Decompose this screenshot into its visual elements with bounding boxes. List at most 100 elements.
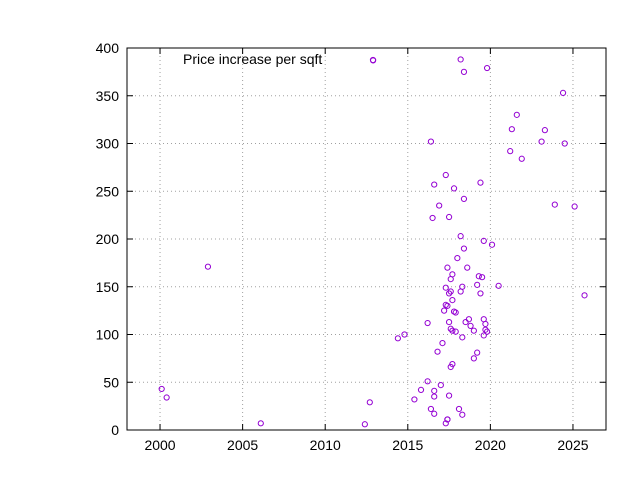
data-point bbox=[450, 185, 458, 192]
data-point bbox=[482, 326, 489, 333]
data-point bbox=[394, 335, 401, 342]
data-point bbox=[411, 396, 418, 403]
data-point bbox=[559, 89, 567, 96]
data-point bbox=[441, 307, 448, 314]
data-point bbox=[477, 179, 484, 186]
x-tick-label: 2010 bbox=[310, 437, 341, 453]
y-tick-label: 200 bbox=[96, 231, 120, 247]
data-point bbox=[424, 319, 431, 327]
data-point bbox=[488, 241, 496, 248]
y-tick-label: 100 bbox=[96, 327, 120, 343]
data-point bbox=[480, 332, 487, 339]
data-point bbox=[452, 309, 459, 316]
data-point bbox=[163, 394, 170, 401]
data-point bbox=[480, 237, 487, 245]
data-point bbox=[445, 318, 453, 326]
data-point bbox=[427, 138, 435, 145]
y-tick-label: 400 bbox=[96, 40, 120, 56]
data-points bbox=[158, 56, 588, 428]
data-point bbox=[571, 203, 578, 210]
data-point bbox=[449, 327, 456, 334]
data-point bbox=[460, 245, 468, 252]
data-point bbox=[459, 283, 466, 290]
data-point bbox=[452, 328, 459, 335]
y-tick-label: 250 bbox=[96, 183, 120, 199]
data-point bbox=[417, 386, 425, 393]
x-tick-label: 2020 bbox=[475, 437, 506, 453]
data-point bbox=[465, 316, 473, 323]
data-point bbox=[470, 327, 477, 334]
legend-label: Price increase per sqft bbox=[183, 51, 322, 67]
data-point bbox=[436, 202, 443, 209]
data-point bbox=[477, 290, 484, 297]
data-point bbox=[507, 148, 514, 155]
data-point bbox=[454, 255, 461, 262]
data-point bbox=[483, 328, 491, 335]
data-point bbox=[470, 355, 477, 362]
data-point bbox=[482, 320, 489, 328]
data-point bbox=[429, 214, 436, 222]
data-point bbox=[439, 339, 446, 347]
data-point bbox=[431, 181, 438, 188]
data-point bbox=[447, 288, 454, 295]
data-point bbox=[460, 68, 468, 75]
data-point bbox=[518, 155, 525, 162]
data-point bbox=[442, 420, 449, 427]
data-point bbox=[158, 385, 165, 393]
x-tick-label: 2025 bbox=[557, 437, 588, 453]
data-point bbox=[442, 284, 449, 291]
data-point bbox=[431, 387, 438, 394]
data-point bbox=[457, 233, 464, 240]
data-point bbox=[444, 416, 451, 423]
data-point bbox=[434, 348, 441, 355]
data-point bbox=[204, 263, 212, 270]
y-tick-label: 350 bbox=[96, 88, 120, 104]
y-tick-label: 150 bbox=[96, 279, 120, 295]
data-point bbox=[447, 325, 454, 332]
data-point bbox=[424, 378, 431, 385]
data-point bbox=[561, 140, 568, 147]
data-point bbox=[474, 349, 481, 356]
data-point bbox=[479, 274, 486, 281]
y-tick-label: 300 bbox=[96, 136, 120, 152]
x-tick-label: 2000 bbox=[144, 437, 175, 453]
data-point bbox=[442, 171, 449, 179]
data-point bbox=[449, 297, 456, 304]
data-point bbox=[538, 138, 545, 145]
data-point bbox=[464, 264, 471, 271]
data-point bbox=[366, 399, 373, 406]
legend-marker bbox=[369, 56, 377, 64]
data-point bbox=[445, 213, 453, 221]
data-point bbox=[431, 393, 438, 400]
data-point bbox=[474, 281, 481, 288]
ticks: 2000 2005 2010 2015 2020 2025 0 50 100 150 200 250 3… bbox=[96, 40, 606, 453]
x-tick-label: 2005 bbox=[227, 437, 258, 453]
data-point bbox=[483, 64, 491, 72]
data-point bbox=[431, 410, 438, 417]
data-point bbox=[449, 361, 456, 368]
y-tick-label: 50 bbox=[103, 374, 119, 390]
data-point bbox=[460, 195, 468, 202]
data-point bbox=[467, 322, 474, 330]
data-point bbox=[427, 405, 435, 413]
data-point bbox=[541, 127, 548, 134]
data-point bbox=[257, 420, 264, 427]
legend: Price increase per sqft bbox=[183, 51, 377, 67]
data-point bbox=[401, 331, 408, 338]
y-tick-label: 0 bbox=[111, 422, 119, 438]
data-point bbox=[459, 411, 466, 418]
data-point bbox=[445, 392, 453, 399]
data-point bbox=[455, 405, 463, 413]
data-point bbox=[495, 282, 502, 289]
data-point bbox=[444, 264, 451, 271]
data-point bbox=[475, 273, 482, 280]
data-point bbox=[513, 111, 520, 118]
x-tick-label: 2015 bbox=[392, 437, 423, 453]
data-point bbox=[457, 56, 464, 63]
data-point bbox=[445, 290, 453, 297]
data-point bbox=[449, 271, 456, 278]
data-point bbox=[444, 302, 451, 309]
data-point bbox=[459, 334, 466, 341]
